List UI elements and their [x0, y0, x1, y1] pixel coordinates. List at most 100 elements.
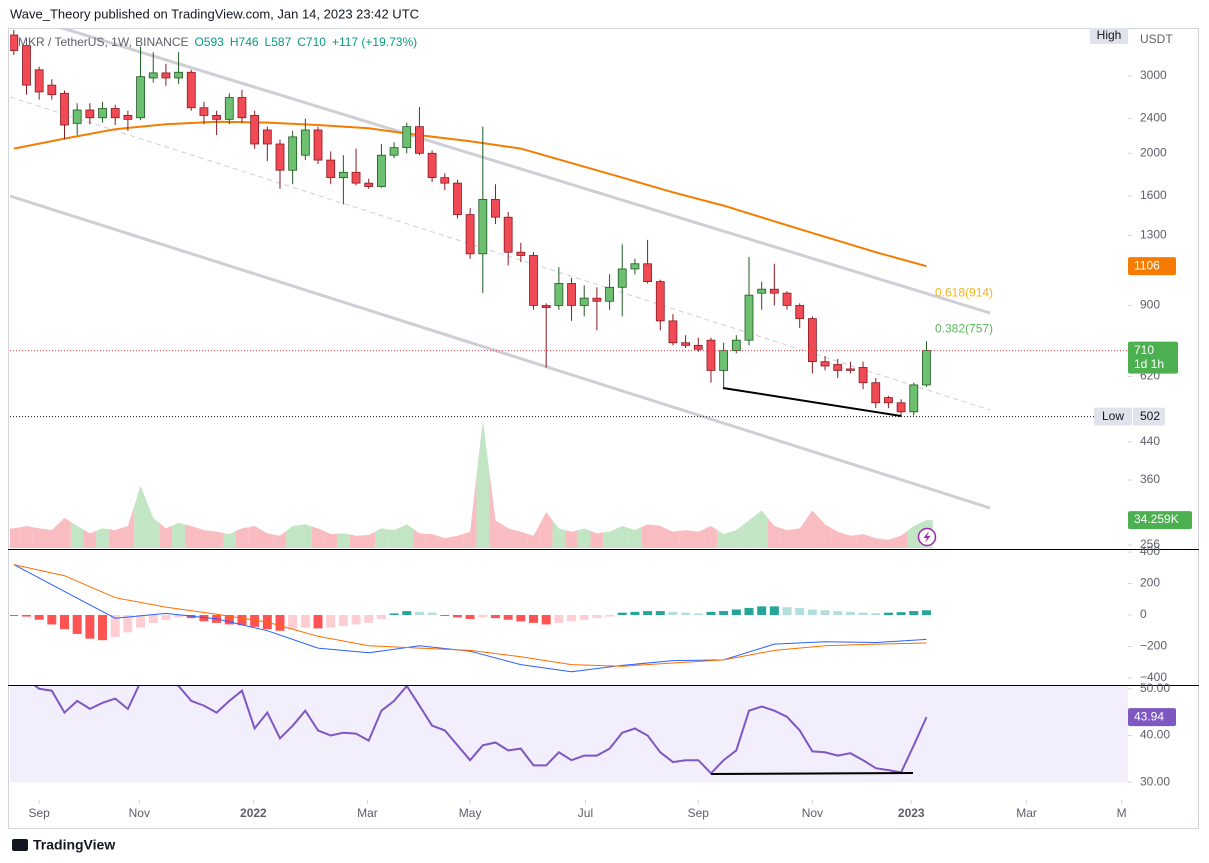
moving-average: [13, 120, 927, 268]
macd-histogram-bar: [807, 609, 817, 616]
volume-area: [184, 524, 198, 548]
macd-histogram-bar: [643, 611, 653, 616]
macd-histogram-bar: [389, 613, 399, 616]
candle-body: [567, 283, 576, 306]
candle-body: [744, 294, 754, 341]
frame: [8, 28, 1199, 829]
volume-area: [425, 533, 439, 548]
macd-histogram-bar: [605, 615, 615, 617]
volume-area: [375, 528, 388, 548]
volume-area: [793, 519, 807, 548]
legend-ohlc: L587: [265, 35, 292, 49]
macd-histogram-bar: [782, 607, 792, 616]
volume-area: [755, 510, 769, 548]
macd-histogram-bar: [909, 611, 919, 616]
macd-histogram-bar: [123, 615, 133, 633]
macd-histogram-bar: [288, 615, 298, 630]
low-label: Low: [1102, 409, 1124, 423]
macd-histogram-bar: [110, 615, 120, 638]
y-tick-label: 40.00: [1140, 728, 1170, 742]
candle-body: [529, 255, 538, 306]
volume-area: [20, 525, 33, 548]
volume-area: [628, 527, 642, 548]
candle-body: [846, 368, 855, 371]
volume-area: [222, 531, 236, 548]
macd-histogram-bar: [414, 611, 424, 616]
x-tick-label: May: [459, 806, 482, 820]
volume-area: [501, 524, 515, 548]
volume-area: [729, 525, 743, 548]
volume-area: [438, 536, 452, 548]
candle-body: [693, 344, 703, 350]
volume-area: [653, 525, 667, 548]
volume-area: [96, 528, 109, 548]
volume-area: [121, 506, 135, 548]
rsi-line: [33, 686, 928, 775]
volume-area: [768, 518, 781, 548]
logo: [12, 839, 28, 851]
macd-histogram-bar: [845, 611, 855, 616]
channel-upper: [56, 28, 991, 315]
macd-histogram-bar: [529, 615, 539, 623]
volume-area: [32, 527, 46, 548]
macd-histogram-bar: [85, 615, 95, 639]
alert-bolt: [923, 531, 931, 543]
volume-area: [362, 531, 376, 548]
macd-histogram-bar: [148, 615, 158, 623]
channel-lower: [10, 194, 991, 510]
macd-histogram-bar: [693, 613, 703, 616]
volume-area: [831, 528, 845, 548]
volume-area: [882, 537, 895, 548]
fib-label: 0.618(914): [935, 286, 993, 300]
candle-body: [60, 92, 69, 126]
macd-histogram-bar: [769, 606, 779, 616]
candle-body: [262, 129, 272, 145]
candle-body: [630, 263, 640, 270]
candle-body: [668, 320, 678, 344]
candle-body: [554, 283, 564, 306]
y-tick-label: 2000: [1140, 145, 1167, 159]
y-tick-label: 200: [1140, 576, 1160, 590]
candle-body: [427, 152, 437, 179]
volume-area: [337, 533, 350, 548]
candle-body: [123, 114, 133, 120]
candle-body: [453, 182, 462, 215]
x-tick-label: Jul: [578, 806, 593, 820]
candle-body: [288, 136, 298, 171]
macd-histogram-bar: [10, 615, 19, 617]
macd-histogram-bar: [744, 607, 754, 616]
volume-area: [742, 515, 756, 548]
volume-area: [400, 524, 414, 548]
x-tick-label: Sep: [28, 806, 50, 820]
volume-area: [539, 512, 553, 548]
candle-body: [807, 318, 817, 363]
macd-histogram-bar: [630, 611, 640, 616]
legend: MKR / TetherUS, 1W, BINANCE O593 H746 L587 C…: [18, 35, 417, 49]
macd-histogram-bar: [516, 615, 526, 622]
candle-body: [338, 171, 348, 179]
macd-histogram-bar: [351, 615, 361, 625]
y-tick-label: 900: [1140, 298, 1160, 312]
volume-area: [818, 517, 832, 548]
volume-area: [869, 536, 883, 548]
volume-area: [907, 523, 921, 548]
candle-body: [47, 84, 57, 96]
volume-area: [387, 527, 401, 548]
macd-histogram-bar: [567, 615, 577, 622]
header: Wave_Theory published on TradingView.com…: [10, 6, 419, 21]
candle-body: [250, 114, 260, 145]
volume-area: [324, 531, 338, 548]
volume-area: [210, 530, 223, 548]
macd-histogram-bar: [402, 611, 412, 616]
candle-body: [478, 199, 488, 255]
volume-tag: 34.259K: [1134, 512, 1179, 526]
volume-area: [717, 530, 730, 548]
price-pane: [10, 28, 1128, 548]
candle-body: [326, 159, 336, 179]
x-tick-label: Mar: [1016, 806, 1037, 820]
rsi-divergence-line: [710, 772, 914, 775]
macd-histogram-bar: [719, 611, 729, 616]
macd-histogram-bar: [871, 613, 881, 616]
candle-body: [655, 281, 665, 322]
